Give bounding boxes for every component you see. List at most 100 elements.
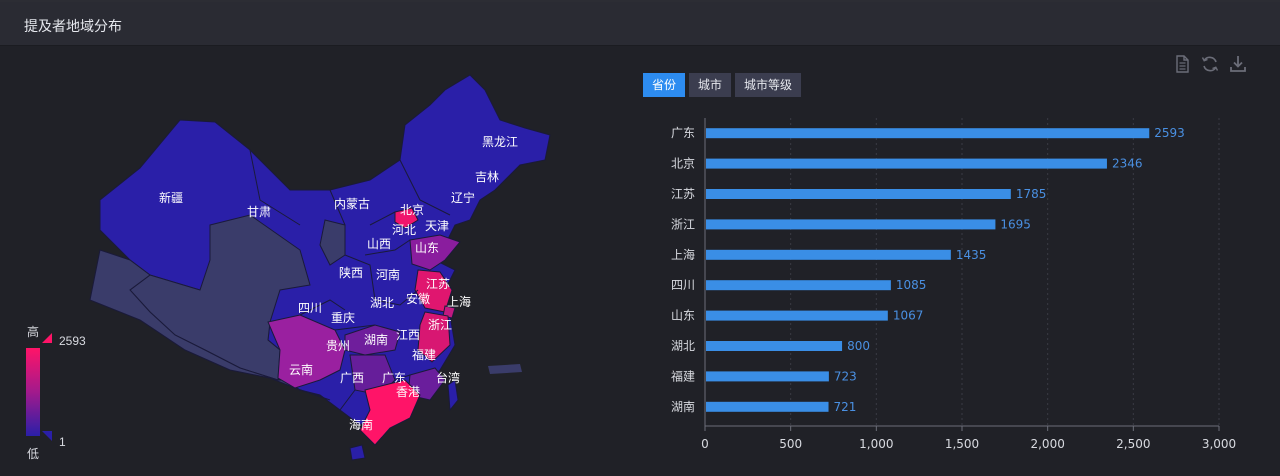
province-bar-chart: 0 500 1,000 1,500 2,000 2,500 3,000 广东 2593 北京 234…	[640, 110, 1260, 451]
bar[interactable]	[706, 249, 951, 260]
bar[interactable]	[706, 310, 888, 321]
x-tick-label: 2,500	[1116, 437, 1150, 450]
shandong-region	[409, 234, 461, 271]
bar-value-label: 1695	[1000, 217, 1031, 231]
label-yunnan: 云南	[289, 362, 313, 377]
label-jiangsu: 江苏	[426, 277, 450, 291]
bar[interactable]	[706, 401, 829, 412]
label-shanxi: 山西	[367, 237, 391, 251]
bar-value-label: 1067	[893, 309, 924, 323]
label-beijing: 北京	[400, 203, 424, 217]
label-anhui: 安徽	[406, 291, 430, 306]
tab-province[interactable]: 省份	[643, 73, 686, 97]
label-hainan: 海南	[349, 417, 373, 432]
hainan-region	[349, 444, 366, 461]
bar-value-label: 2346	[1112, 157, 1143, 171]
legend-low-label: 低	[27, 447, 40, 461]
y-category-label: 浙江	[671, 217, 695, 231]
label-guizhou: 贵州	[326, 339, 350, 353]
label-jilin: 吉林	[475, 170, 499, 184]
label-xianggang: 香港	[396, 385, 420, 399]
label-chongqing: 重庆	[331, 311, 355, 325]
bar[interactable]	[706, 158, 1107, 169]
label-hebei: 河北	[392, 223, 416, 237]
legend-max-handle-icon[interactable]	[42, 333, 52, 343]
province-borders	[249, 149, 451, 411]
label-sichuan: 四川	[298, 301, 322, 315]
legend-high-label: 高	[27, 325, 40, 339]
bar-chart-svg: 0 500 1,000 1,500 2,000 2,500 3,000 广东 2593 北京 234…	[671, 118, 1236, 451]
label-fujian: 福建	[412, 347, 436, 362]
label-heilongjiang: 黑龙江	[482, 135, 518, 149]
y-category-label: 广东	[671, 126, 695, 140]
bar-value-label: 800	[847, 339, 870, 353]
x-tick-label: 2,000	[1030, 437, 1064, 450]
label-jiangxi: 江西	[396, 328, 420, 342]
chart-toolbox	[1172, 54, 1248, 74]
y-category-label: 福建	[671, 368, 695, 383]
label-zhejiang: 浙江	[428, 318, 452, 332]
zhejiang-region	[417, 311, 451, 363]
bar[interactable]	[706, 371, 829, 382]
bar-value-label: 721	[834, 400, 857, 414]
tibet-qinghai-region-2	[89, 249, 301, 391]
bar-value-label: 723	[834, 369, 857, 383]
label-shanghai: 上海	[447, 294, 471, 309]
tab-city[interactable]: 城市	[689, 73, 732, 97]
label-neimenggu: 内蒙古	[334, 196, 370, 211]
china-map-svg: 新疆 甘肃 内蒙古 黑龙江 吉林 辽宁 北京 天津 河北 山西 山东 陕西 河南…	[89, 74, 551, 461]
bar[interactable]	[706, 219, 996, 230]
legend-min-handle-icon[interactable]	[42, 431, 52, 441]
y-category-label: 湖南	[671, 399, 695, 414]
label-shandong: 山东	[415, 241, 439, 255]
bar[interactable]	[706, 341, 843, 351]
legend-min-value: 1	[59, 435, 66, 449]
sichuan-region	[267, 314, 346, 389]
refresh-icon[interactable]	[1200, 54, 1220, 74]
bar-value-label: 1785	[1016, 187, 1047, 201]
china-map: 新疆 甘肃 内蒙古 黑龙江 吉林 辽宁 北京 天津 河北 山西 山东 陕西 河南…	[0, 50, 620, 470]
label-liaoning: 辽宁	[451, 190, 475, 205]
dimension-tabs: 省份 城市 城市等级	[643, 73, 802, 97]
label-hunan: 湖南	[364, 332, 388, 347]
taiwan-region	[447, 379, 459, 412]
label-taiwan: 台湾	[436, 370, 460, 385]
x-tick-label: 500	[779, 437, 802, 450]
label-guangdong: 广东	[382, 371, 406, 385]
panel-title: 提及者地域分布	[24, 18, 122, 34]
legend-max-value: 2593	[59, 334, 86, 348]
label-gansu: 甘肃	[247, 205, 271, 219]
y-category-label: 湖北	[671, 338, 695, 353]
beijing-region	[394, 207, 419, 229]
bar-value-label: 1435	[956, 248, 987, 262]
shanghai-region	[442, 305, 456, 319]
label-henan: 河南	[376, 267, 400, 282]
x-tick-label: 1,500	[945, 437, 979, 450]
province-labels: 新疆 甘肃 内蒙古 黑龙江 吉林 辽宁 北京 天津 河北 山西 山东 陕西 河南…	[159, 135, 518, 432]
label-xinjiang: 新疆	[159, 190, 183, 205]
x-tick-label: 3,000	[1202, 437, 1236, 450]
south-sea-islands	[488, 364, 522, 374]
bar-value-label: 2593	[1154, 126, 1185, 140]
label-hubei: 湖北	[370, 295, 394, 310]
y-category-label: 山东	[671, 309, 695, 323]
label-tianjin: 天津	[425, 219, 449, 233]
bar-value-label: 1085	[896, 278, 927, 292]
bar[interactable]	[706, 128, 1150, 139]
ningxia-region	[319, 219, 346, 266]
y-category-label: 北京	[671, 157, 695, 171]
x-tick-label: 0	[701, 437, 709, 450]
top-strip	[0, 0, 1280, 2]
label-shaanxi: 陕西	[339, 265, 363, 280]
tab-city-tier[interactable]: 城市等级	[735, 73, 802, 97]
panel-header: 提及者地域分布	[0, 2, 1280, 46]
guangdong-region	[359, 379, 421, 446]
legend-gradient-bar[interactable]	[26, 348, 40, 436]
bar[interactable]	[706, 189, 1011, 199]
label-guangxi: 广西	[340, 371, 364, 385]
y-category-label: 江苏	[671, 187, 695, 201]
document-icon[interactable]	[1172, 54, 1192, 74]
y-category-label: 上海	[671, 247, 695, 262]
download-icon[interactable]	[1228, 54, 1248, 74]
bar[interactable]	[706, 280, 891, 291]
